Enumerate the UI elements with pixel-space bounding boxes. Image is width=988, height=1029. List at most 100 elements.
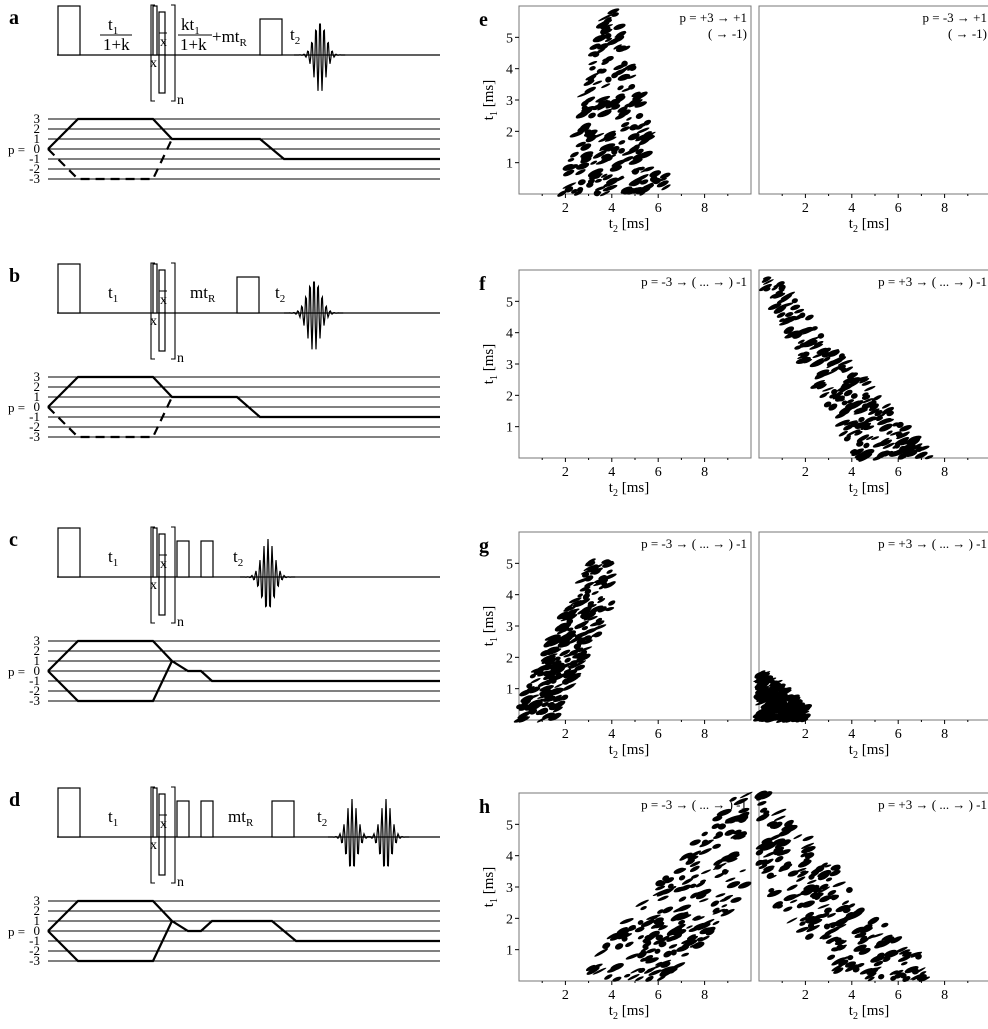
signal-streak [581, 105, 588, 111]
pulse-xbar-bottom [158, 54, 166, 94]
pulse-x [152, 5, 158, 56]
signal-streak [912, 976, 919, 981]
signal-streak [629, 124, 639, 131]
signal-streak [600, 173, 608, 178]
signal-streak [598, 14, 613, 22]
signal-streak [786, 917, 798, 924]
pulse-xbar-bottom [158, 576, 166, 616]
signal-streak [783, 894, 798, 902]
signal-streak [542, 695, 556, 702]
signal-streak [605, 99, 621, 108]
x-tick-label: 4 [848, 201, 855, 216]
signal-streak [583, 611, 597, 620]
mtr-label: mtR [228, 807, 254, 829]
signal-streak [839, 397, 845, 402]
signal-streak [869, 403, 880, 410]
level-label-2: 2 [34, 643, 41, 658]
signal-streak [563, 668, 572, 673]
signal-streak [825, 877, 833, 882]
signal-streak [829, 394, 836, 399]
signal-streak [608, 600, 616, 606]
excitation-pulse [57, 787, 81, 838]
signal-streak [805, 314, 814, 321]
signal-streak [685, 858, 695, 865]
signal-streak [678, 875, 686, 881]
signal-streak [554, 683, 564, 688]
signal-streak [600, 29, 607, 35]
signal-streak [583, 565, 595, 571]
signal-streak [580, 612, 589, 619]
signal-streak [812, 351, 827, 359]
signal-streak [585, 964, 596, 972]
signal-streak [689, 943, 701, 948]
signal-streak [611, 72, 619, 79]
signal-streak [778, 294, 792, 303]
signal-streak [838, 430, 848, 437]
signal-streak [545, 637, 559, 646]
signal-streak [590, 160, 598, 165]
pulse-x [152, 787, 158, 838]
signal-streak [615, 113, 626, 120]
signal-streak [719, 896, 731, 902]
signal-streak [715, 893, 726, 898]
signal-streak [861, 380, 872, 386]
x-label: x [150, 314, 157, 329]
signal-streak [828, 406, 836, 411]
signal-streak [717, 823, 726, 830]
signal-streak [873, 413, 886, 421]
signal-streak [784, 312, 794, 317]
signal-streak [756, 678, 771, 685]
signal-streak [555, 662, 565, 670]
level-label-0: 0 [34, 663, 41, 678]
signal-streak [602, 184, 618, 192]
signal-streak [575, 141, 586, 148]
signal-streak [602, 562, 615, 568]
signal-streak [858, 947, 871, 955]
spectra-row-f: f 2 4 6 8 1 2 3 4 5 t1 [ms] t2 [ms] p = -3 → ( ... →… [479, 269, 988, 499]
signal-streak [590, 46, 598, 50]
signal-streak [785, 694, 795, 702]
level-label--2: -2 [29, 683, 40, 698]
spectrum-panel-right: 2 4 6 8 t2 [ms] p = +3 → ( ... → ) -1 [758, 269, 988, 499]
signal-streak [568, 597, 582, 604]
x-tick-label: 6 [655, 727, 662, 742]
signal-streak [617, 175, 624, 180]
signal-streak [793, 834, 803, 840]
t1-label: t1 [108, 283, 118, 305]
y-axis-label: t1 [ms] [481, 344, 500, 384]
signal-streak [797, 859, 812, 868]
pulse-x [152, 263, 158, 314]
x-tick-label: 2 [802, 465, 809, 480]
coherence-pathway [47, 117, 440, 161]
panel-letter: a [9, 7, 19, 29]
signal-streak [800, 852, 808, 858]
signal-streak [597, 621, 605, 626]
signal-streak [537, 664, 553, 671]
y-tick-label: 5 [506, 557, 513, 572]
signal-streak [599, 190, 611, 197]
signal-streak [586, 966, 600, 975]
signal-streak [577, 641, 584, 646]
spectrum-panel-right: 2 4 6 8 t2 [ms] p = +3 → ( ... → ) -1 [752, 531, 988, 761]
signal-streak [894, 946, 908, 954]
signal-streak [588, 51, 598, 57]
pulse-xbar-bottom [158, 312, 166, 352]
signal-streak [769, 293, 777, 299]
signal-streak [654, 948, 661, 954]
signal-streak [831, 894, 840, 901]
signal-streak [859, 378, 870, 384]
signal-streak [778, 712, 792, 718]
signal-streak [563, 169, 575, 177]
signal-streak [819, 912, 830, 919]
kt1-denominator: 1+k [180, 35, 207, 54]
signal-streak [809, 918, 823, 925]
pathway-label: p = -3 → ( ... → ) -1 [641, 797, 747, 812]
x-tick-label: 4 [608, 465, 615, 480]
pathway-label: p = +3 → ( ... → ) -1 [878, 274, 987, 289]
signal-streak [726, 881, 741, 889]
plot-frame [758, 792, 988, 982]
signal-streak [883, 952, 899, 959]
x-tick-label: 6 [895, 201, 902, 216]
